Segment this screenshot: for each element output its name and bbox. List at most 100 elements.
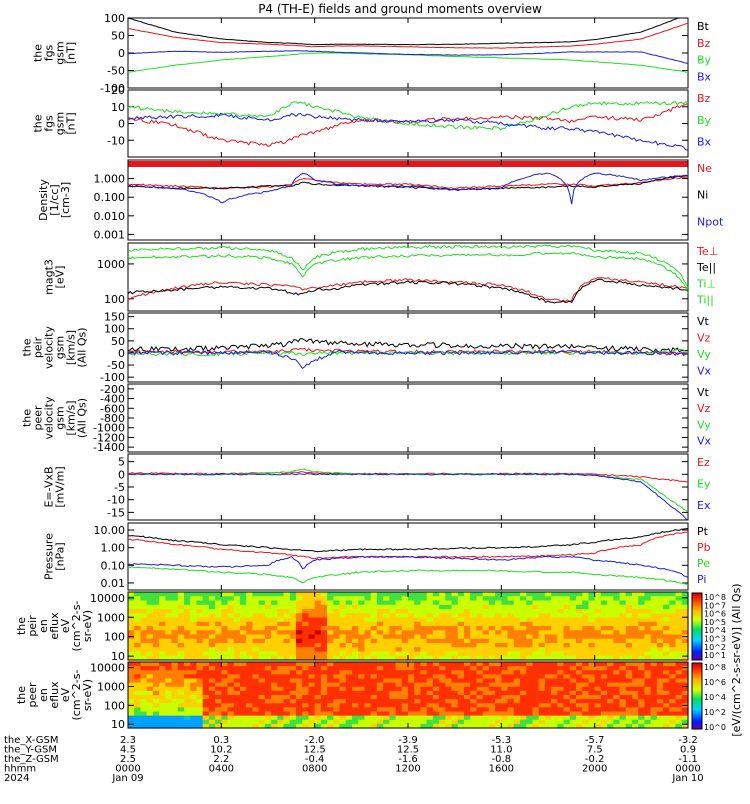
series-pressure-Pi (127, 555, 689, 578)
spectrogram-cell (464, 643, 471, 648)
spectrogram-cell (495, 670, 502, 675)
spectrogram-cell (451, 634, 459, 640)
spectrogram-cell (439, 596, 446, 602)
spectrogram-cell (544, 670, 552, 675)
spectrogram-cell (513, 666, 521, 671)
spectrogram-cell (619, 682, 627, 688)
spectrogram-cell (526, 651, 534, 657)
footer-x-value: -5.7 (585, 735, 605, 746)
spectrogram-cell (370, 634, 378, 640)
spectrogram-cell (345, 699, 353, 704)
spectrogram-cell (551, 630, 558, 636)
spectrogram-cell (240, 621, 247, 627)
footer-row-label: the_X-GSM (4, 735, 58, 746)
spectrogram-cell (283, 690, 291, 696)
spectrogram-cell (240, 699, 247, 704)
spectrogram-cell (414, 703, 422, 708)
spectrogram-cell (389, 626, 397, 631)
spectrogram-cell (470, 690, 478, 696)
spectrogram-cell (482, 674, 490, 680)
spectrogram-cell (557, 711, 565, 717)
spectrogram-cell (569, 703, 577, 708)
spectrogram-cell (159, 609, 166, 614)
spectrogram-cell (507, 596, 515, 602)
spectrogram-cell (600, 621, 608, 627)
spectrogram-cell (675, 592, 683, 597)
spectrogram-cell (227, 703, 235, 708)
spectrogram-cell (221, 651, 229, 657)
spectrogram-cell (513, 651, 521, 657)
spectrogram-cell (669, 600, 677, 606)
spectrogram-cell (488, 678, 496, 684)
spectrogram-cell (451, 600, 459, 606)
spectrogram-cell (271, 609, 278, 614)
spectrogram-cell (625, 651, 633, 657)
spectrogram-cell (159, 670, 166, 675)
spectrogram-cell (376, 617, 384, 623)
series-temperature-Te|| (127, 278, 689, 304)
spectrogram-cell (650, 617, 658, 623)
spectrogram-cell (277, 682, 285, 688)
spectrogram-cell (470, 682, 478, 688)
spectrogram-cell (395, 651, 403, 657)
spectrogram-cell (252, 707, 260, 713)
spectrogram-cell (152, 666, 160, 671)
spectrogram-cell (507, 662, 515, 667)
spectrogram-cell (532, 643, 540, 648)
spectrogram-cell (177, 634, 185, 640)
spectrogram-cell (134, 695, 142, 700)
spectrogram-cell (675, 703, 683, 708)
series-fgs_gsm_zoom-Bz (127, 102, 689, 148)
spectrogram-cell (526, 674, 534, 680)
spectrogram-cell (588, 699, 596, 704)
spectrogram-cell (638, 596, 646, 602)
spectrogram-cell (370, 711, 378, 717)
spectrogram-cell (314, 678, 322, 684)
spectrogram-cell (152, 682, 160, 688)
spectrogram-cell (432, 638, 440, 644)
spectrogram-cell (339, 703, 347, 708)
spectrogram-cell (345, 630, 353, 636)
spectrogram-cell (177, 711, 185, 717)
spectrogram-cell (600, 643, 608, 648)
spectrogram-cell (383, 666, 390, 671)
spectrogram-cell (532, 707, 540, 713)
spectrogram-cell (208, 655, 216, 661)
spectrogram-cell (588, 707, 596, 713)
spectrogram-cell (171, 647, 179, 653)
spectrogram-cell (190, 643, 198, 648)
spectrogram-cell (445, 617, 453, 623)
spectrogram-cell (526, 666, 534, 671)
spectrogram-cell (302, 604, 310, 610)
spectrogram-cell (165, 670, 173, 675)
spectrogram-cell (389, 666, 397, 671)
spectrogram-cell (607, 647, 614, 653)
spectrogram-cell (464, 647, 471, 653)
spectrogram-cell (457, 690, 465, 696)
spectrogram-cell (495, 596, 502, 602)
spectrogram-cell (383, 674, 390, 680)
spectrogram-cell (432, 695, 440, 700)
spectrogram-cell (625, 678, 633, 684)
spectrogram-cell (221, 604, 229, 610)
spectrogram-cell (520, 617, 527, 623)
spectrogram-cell (277, 651, 285, 657)
spectrogram-cell (482, 592, 490, 597)
spectrogram-cell (632, 715, 639, 721)
spectrogram-cell (538, 674, 546, 680)
spectrogram-cell (513, 723, 521, 729)
series-density-Ni (127, 175, 689, 191)
spectrogram-cell (395, 626, 403, 631)
spectrogram-cell (576, 621, 583, 627)
spectrogram-cell (613, 678, 621, 684)
footer-z-value: -0.8 (492, 754, 512, 765)
spectrogram-cell (613, 643, 621, 648)
spectrogram-cell (196, 638, 204, 644)
spectrogram-cell (364, 643, 372, 648)
spectrogram-cell (638, 678, 646, 684)
spectrogram-cell (240, 604, 247, 610)
spectrogram-cell (439, 699, 446, 704)
spectrogram-cell (177, 638, 185, 644)
spectrogram-cell (551, 690, 558, 696)
spectrogram-cell (656, 662, 664, 667)
